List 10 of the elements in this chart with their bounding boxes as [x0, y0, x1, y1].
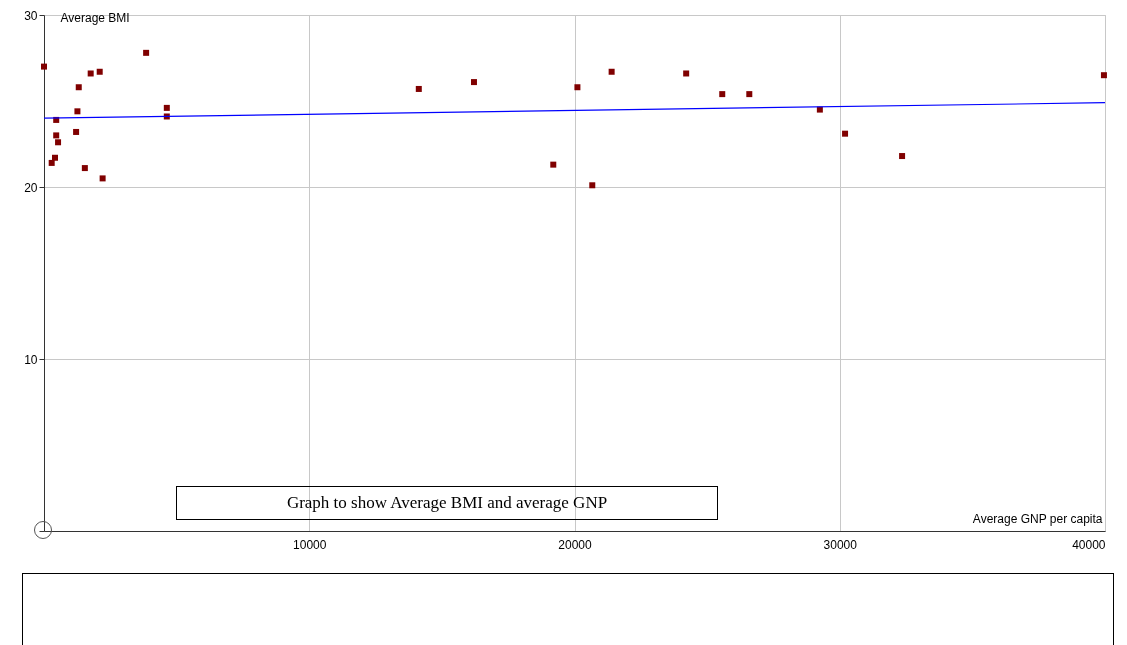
- x-axis-title: Average GNP per capita: [972, 511, 1103, 526]
- y-axis-title: Average BMI: [60, 10, 130, 25]
- y-tick-label: 10: [24, 352, 38, 367]
- y-tick-label: 20: [24, 180, 38, 195]
- x-tick-label: 10000: [293, 537, 327, 552]
- x-tick-label: 30000: [823, 537, 858, 552]
- x-tick-label: 20000: [558, 537, 593, 552]
- x-tick-label: 40000: [1072, 537, 1106, 552]
- annotation: Graph to show Average BMI and average GNP: [176, 486, 718, 520]
- y-tick-label: 30: [24, 8, 38, 23]
